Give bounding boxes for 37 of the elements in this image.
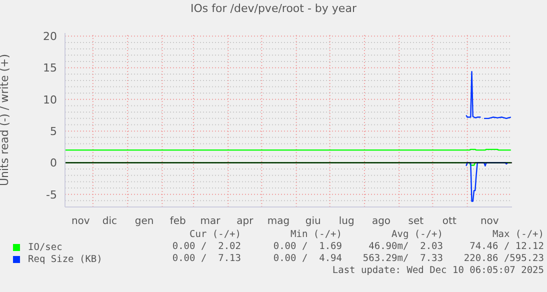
y-tick-label: 20 (43, 30, 57, 44)
x-tick-label: apr (236, 216, 254, 227)
text: Cur (-/+) (188, 229, 241, 241)
y-tick-label: 0 (50, 156, 57, 170)
chart-title: IOs for /dev/pve/root - by year (190, 2, 358, 15)
legend-label: Req Size (KB) (28, 254, 102, 264)
text: Min (-/+) (290, 229, 342, 241)
x-tick-label: set (408, 216, 424, 227)
y-axis-title: Units read (-) / write (+) (0, 54, 11, 186)
text: 0.00 / 2.02 (171, 241, 241, 253)
x-tick-label: mag (267, 216, 290, 227)
x-tick-label: mar (200, 216, 222, 227)
x-tick-label: nov (71, 216, 90, 227)
text: 0.00 / 1.69 (272, 241, 342, 253)
text: Avg (-/+) (390, 229, 443, 241)
text: Max (-/+) (492, 229, 544, 241)
text: 46.90m/ 2.03 (368, 241, 443, 253)
x-tick-label: dic (102, 216, 118, 227)
y-tick-label: -5 (46, 188, 57, 202)
x-tick-label: giu (305, 216, 321, 227)
text: 220.86 /595.23 (462, 253, 544, 265)
text: 0.00 / 4.94 (272, 253, 342, 265)
x-tick-label: gen (134, 216, 154, 227)
text: Last update: Wed Dec 10 06:05:07 2025 (331, 265, 544, 277)
text: 563.29m/ 7.33 (362, 253, 443, 265)
y-tick-label: 15 (43, 62, 57, 75)
x-tick-label: ott (442, 216, 456, 227)
x-tick-label: nov (480, 216, 499, 227)
text: 74.46 / 12.12 (468, 241, 544, 253)
y-tick-label: 10 (43, 93, 57, 106)
x-tick-label: lug (338, 216, 354, 227)
y-tick-label: 5 (50, 124, 57, 138)
x-tick-label: feb (170, 216, 186, 227)
text: 0.00 / 7.13 (171, 253, 241, 265)
line-series (466, 162, 508, 202)
x-tick-label: ago (372, 216, 391, 227)
legend-label: IO/sec (28, 242, 62, 252)
